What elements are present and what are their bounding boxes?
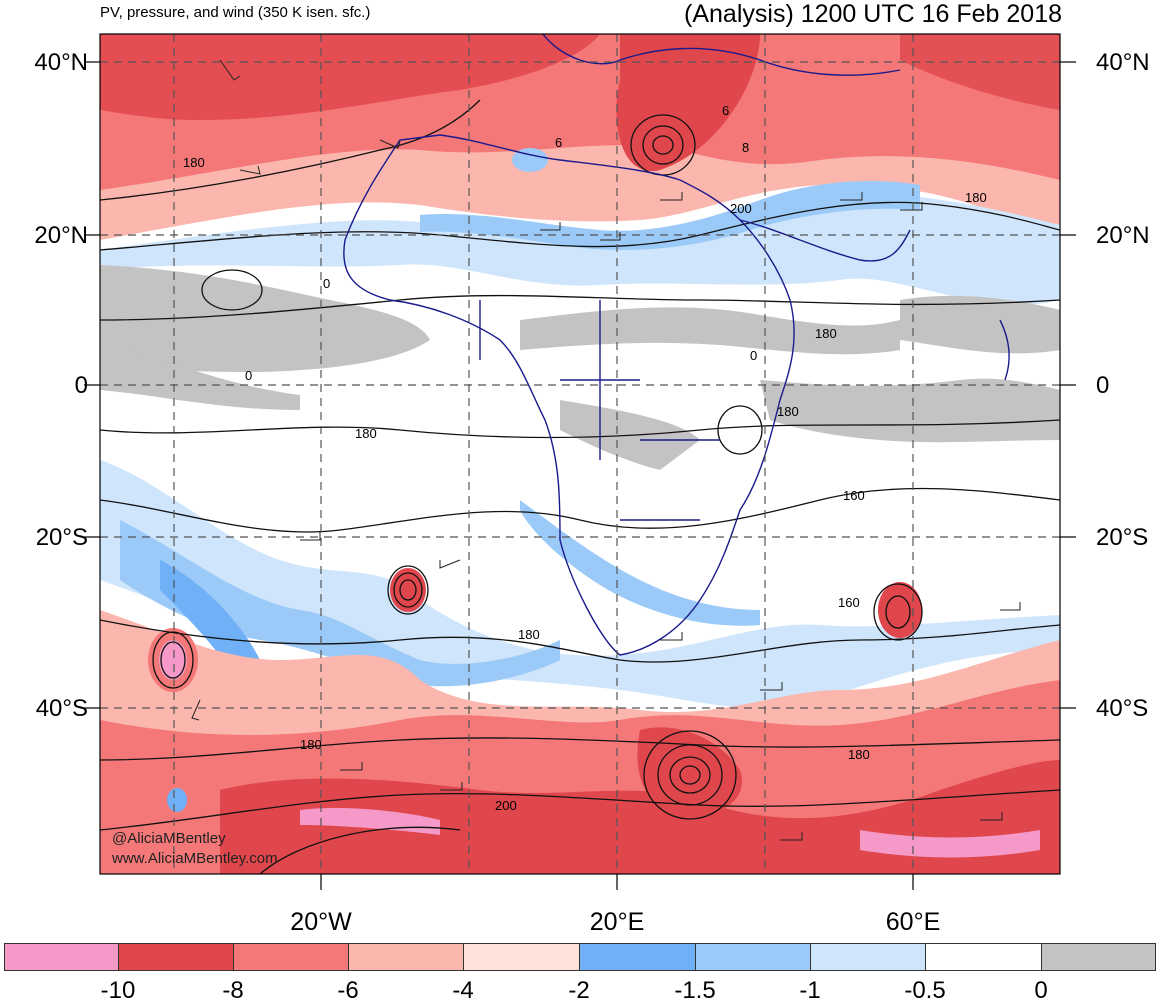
colorbar-swatch: [1041, 943, 1156, 971]
lat-label-0-right: 0: [1096, 372, 1110, 399]
colorbar-swatch: [810, 943, 926, 971]
credit-handle: @AliciaMBentley: [112, 830, 226, 847]
contour-label: 180: [300, 737, 322, 752]
lat-lon-grid: [100, 34, 1060, 874]
lat-label-20s: 20°S: [35, 524, 88, 551]
contour-label: 160: [838, 595, 860, 610]
lon-label-20e: 20°E: [589, 908, 645, 936]
country-borders: [343, 34, 1010, 656]
contour-label: 200: [730, 201, 752, 216]
contour-label: 180: [518, 627, 540, 642]
colorbar-label: 0: [1034, 977, 1048, 1004]
colorbar-label: -4: [452, 977, 474, 1004]
lat-label-40n-right: 40°N: [1096, 49, 1150, 76]
colorbar-label: -1.5: [674, 977, 716, 1004]
contour-label: 0: [245, 368, 252, 383]
contour-label: 160: [843, 488, 865, 503]
pressure-contours: [100, 99, 1060, 874]
colorbar-swatch: [233, 943, 349, 971]
lon-label-20w: 20°W: [290, 908, 352, 936]
colorbar-swatch: [695, 943, 811, 971]
colorbar-swatch: [118, 943, 234, 971]
lat-label-20s-right: 20°S: [1096, 524, 1149, 551]
colorbar-label: -6: [337, 977, 359, 1004]
contour-label: 180: [815, 326, 837, 341]
colorbar-label: -0.5: [904, 977, 946, 1004]
lat-label-40s: 40°S: [35, 695, 88, 722]
lat-label-20n-right: 20°N: [1096, 222, 1150, 249]
colorbar-swatch: [348, 943, 464, 971]
colorbar-swatch: [579, 943, 696, 971]
colorbar-label: -1: [799, 977, 821, 1004]
lon-label-60e: 60°E: [885, 908, 941, 936]
contour-label: 180: [777, 404, 799, 419]
map-title: (Analysis) 1200 UTC 16 Feb 2018: [684, 0, 1062, 28]
lat-label-40s-right: 40°S: [1096, 695, 1149, 722]
axis-ticks: [84, 61, 1076, 890]
contour-label: 180: [355, 426, 377, 441]
credit-site: www.AliciaMBentley.com: [112, 850, 278, 867]
contour-labels: 180 6 6 8 200 180 0 0 180 0 180 180 160 …: [183, 103, 987, 813]
colorbar-label: -10: [100, 977, 136, 1004]
contour-label: 180: [965, 190, 987, 205]
colorbar-label: -2: [568, 977, 590, 1004]
contour-label: 8: [742, 140, 749, 155]
colorbar-label: -8: [222, 977, 244, 1004]
colorbar-swatch: [4, 943, 119, 971]
map-subtitle: PV, pressure, and wind (350 K isen. sfc.…: [100, 4, 371, 21]
contour-label: 180: [183, 155, 205, 170]
colorbar-swatch: [925, 943, 1042, 971]
map-frame: [99, 33, 1061, 875]
colorbar-swatch: [463, 943, 580, 971]
contour-label: 180: [848, 747, 870, 762]
lat-label-40n: 40°N: [34, 49, 88, 76]
contour-label: 6: [722, 103, 729, 118]
pv-field: [100, 34, 1060, 874]
contour-label: 0: [323, 276, 330, 291]
wind-barbs: [191, 59, 1021, 841]
contour-label: 200: [495, 798, 517, 813]
contour-label: 6: [555, 135, 562, 150]
lat-label-0: 0: [74, 372, 88, 399]
contour-label: 0: [750, 348, 757, 363]
lat-label-20n: 20°N: [34, 222, 88, 249]
